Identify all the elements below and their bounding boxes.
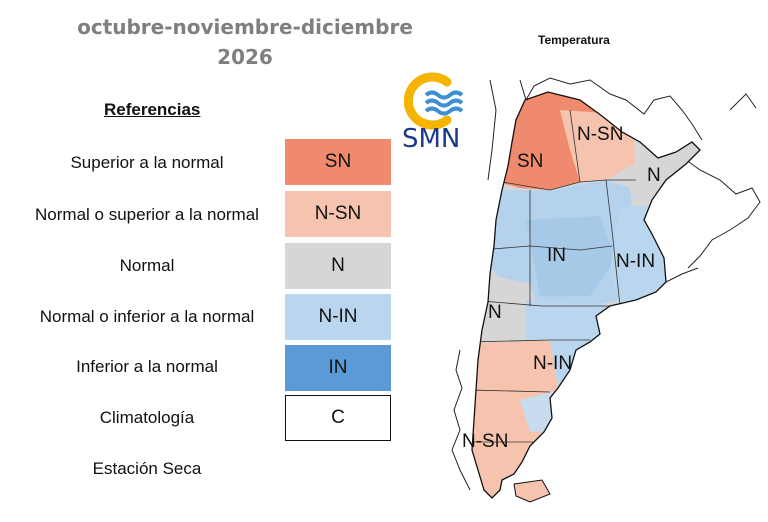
legend-label-n-sn: Normal o superior a la normal (35, 205, 259, 224)
region-label-n-northeast: N (647, 165, 661, 186)
region-label-n-sn-south: N-SN (462, 431, 509, 452)
region-label-n-in-litoral: N-IN (616, 251, 656, 272)
tierra-del-fuego (513, 479, 551, 503)
chile-coastline (451, 349, 471, 491)
legend-label-c: Climatología (99, 408, 195, 427)
legend-swatch-n-in: N-IN (285, 294, 391, 340)
legend-label-n: Normal (119, 256, 175, 275)
legend-swatch-c: C (285, 395, 391, 441)
legend-label-in: Inferior a la normal (76, 357, 218, 376)
region-label-n-cuyo: N (488, 302, 502, 323)
legend-heading: Referencias (104, 100, 201, 119)
forecast-period-title: octubre-noviembre-diciembre 2026 (60, 12, 430, 72)
neighbor-borders (487, 77, 761, 283)
map-title: Temperatura (538, 33, 610, 47)
smn-logo-icon (403, 72, 464, 130)
region-label-n-in-patagonia: N-IN (533, 353, 573, 374)
legend-code-c: C (331, 407, 345, 428)
province-borders (472, 109, 636, 443)
legend-label-seca: Estación Seca (92, 459, 202, 478)
legend-code-n-in: N-IN (318, 306, 358, 327)
argentina-temperature-map (451, 77, 761, 503)
region-label-in: IN (547, 245, 566, 266)
legend-code-in: IN (328, 357, 348, 378)
title-period: octubre-noviembre-diciembre (77, 15, 413, 39)
legend-code-n-sn: N-SN (314, 203, 362, 224)
legend-label-n-in: Normal o inferior a la normal (39, 307, 255, 326)
region-label-sn: SN (517, 151, 544, 172)
title-year: 2026 (217, 45, 273, 69)
legend-swatch-sn: SN (285, 139, 391, 185)
smn-logo-text: SMN (402, 124, 461, 154)
legend-label-sn: Superior a la normal (70, 153, 224, 172)
argentina-outline (471, 91, 701, 499)
legend-code-n: N (331, 255, 345, 276)
legend-swatch-in: IN (285, 345, 391, 391)
region-label-n-sn-north: N-SN (577, 124, 624, 145)
region-fill-in-core (526, 216, 616, 296)
legend-code-sn: SN (324, 151, 352, 172)
legend-swatch-n: N (285, 243, 391, 289)
legend-swatch-n-sn: N-SN (285, 191, 391, 237)
